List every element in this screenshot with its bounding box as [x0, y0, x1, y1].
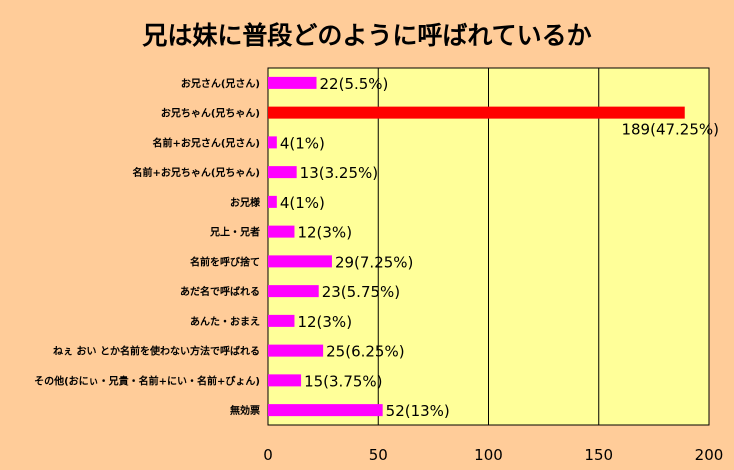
- bar: [268, 136, 277, 149]
- data-label: 23(5.75%): [322, 283, 400, 301]
- bar: [268, 106, 685, 119]
- data-label: 13(3.25%): [300, 164, 378, 182]
- bar: [268, 255, 332, 268]
- bar: [268, 314, 295, 327]
- data-label: 29(7.25%): [335, 253, 413, 271]
- category-label: 兄上・兄者: [209, 226, 260, 239]
- data-label: 22(5.5%): [320, 75, 389, 93]
- bars: [268, 76, 685, 417]
- gridlines: [377, 68, 600, 425]
- category-labels: お兄さん(兄さん) お兄ちゃん(兄ちゃん) 名前+お兄さん(兄さん) 名前+お兄ちゃん…: [34, 78, 261, 417]
- bar: [268, 166, 297, 179]
- x-tick-label: 150: [584, 446, 613, 464]
- data-labels: 22(5.5%) 189(47.25%) 4(1%) 13(3.25%) 4(1%) 12…: [280, 75, 719, 420]
- category-label: あんた・おまえ: [190, 315, 260, 328]
- bar: [268, 344, 324, 357]
- category-label: あだ名で呼ばれる: [180, 285, 260, 298]
- data-label: 4(1%): [280, 194, 325, 212]
- category-label: その他(おにぃ・兄貴・名前+にい・名前+ぴょん): [34, 374, 260, 387]
- category-label: 名前+お兄さん(兄さん): [152, 136, 260, 149]
- x-tick-labels: 0 50 100 150 200: [263, 446, 723, 464]
- x-tick-label: 0: [263, 446, 273, 464]
- category-label: お兄さん(兄さん): [181, 78, 260, 90]
- category-label: 名前+お兄ちゃん(兄ちゃん): [132, 166, 260, 179]
- data-label: 12(3%): [297, 224, 352, 242]
- bar: [268, 374, 302, 387]
- bar: [268, 225, 295, 238]
- bar: [268, 404, 383, 417]
- bar: [268, 76, 317, 89]
- data-label: 15(3.75%): [304, 372, 382, 390]
- data-label: 4(1%): [280, 134, 325, 152]
- category-label: お兄様: [230, 196, 261, 209]
- category-label: 無効票: [230, 404, 260, 417]
- category-label: お兄ちゃん(兄ちゃん): [161, 108, 260, 120]
- x-tick-label: 200: [695, 446, 724, 464]
- category-label: ねぇ おい とか名前を使わない方法で呼ばれる: [53, 345, 260, 358]
- data-label: 25(6.25%): [326, 343, 404, 361]
- chart-title: 兄は妹に普段どのように呼ばれているか: [141, 21, 591, 50]
- data-label: 52(13%): [386, 402, 450, 420]
- x-tick-label: 50: [369, 446, 388, 464]
- data-label: 189(47.25%): [621, 121, 719, 139]
- bar: [268, 285, 319, 298]
- bar: [268, 195, 277, 208]
- x-tick-label: 100: [474, 446, 503, 464]
- data-label: 12(3%): [297, 313, 352, 331]
- category-label: 名前を呼び捨て: [190, 255, 260, 268]
